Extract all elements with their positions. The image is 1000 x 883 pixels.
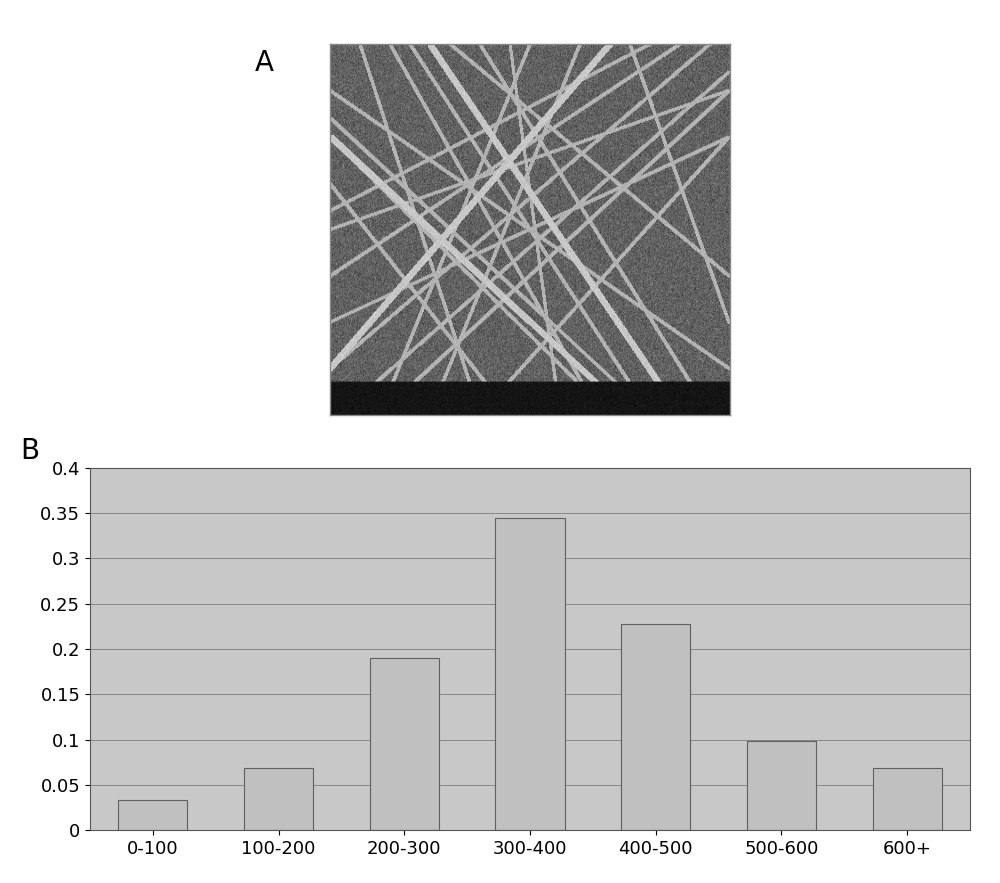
Bar (370, 658, 439, 830)
Text: A: A (255, 49, 274, 77)
Bar (873, 768, 942, 830)
Bar (621, 623, 690, 830)
Bar (118, 800, 187, 830)
Bar (747, 742, 816, 830)
Text: B: B (20, 437, 39, 465)
Bar (495, 517, 565, 830)
Bar (244, 768, 313, 830)
